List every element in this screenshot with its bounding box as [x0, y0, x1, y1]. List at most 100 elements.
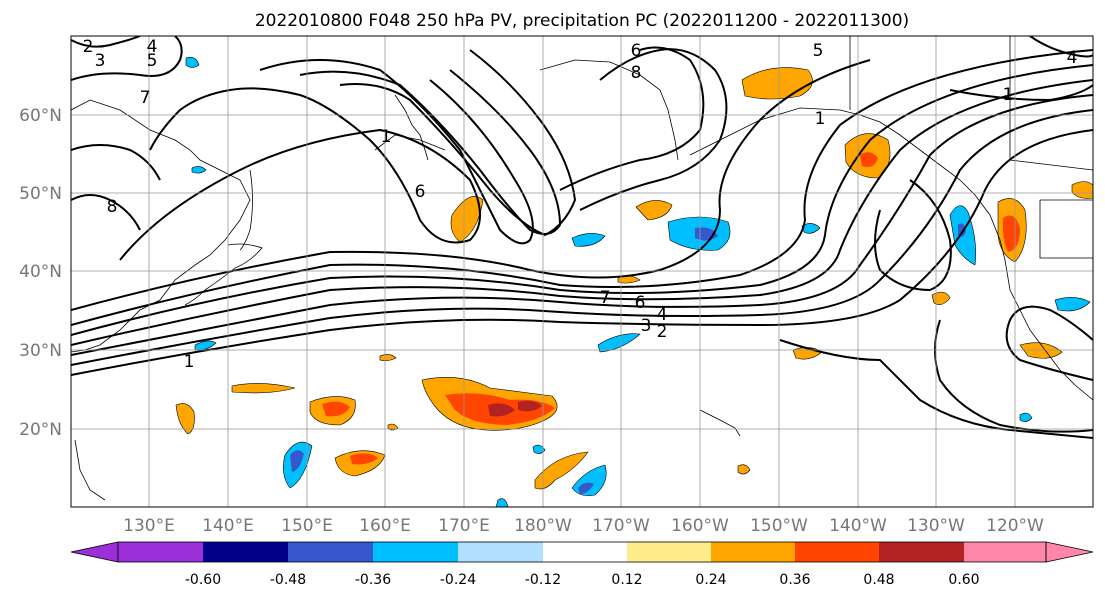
- lat-label: 50°N: [19, 184, 62, 204]
- lat-label: 20°N: [19, 420, 62, 440]
- lat-label: 60°N: [19, 106, 62, 126]
- precip-positive-area: [931, 291, 951, 305]
- lat-labels: 60°N 50°N 40°N 30°N 20°N: [19, 106, 62, 440]
- colorbar-tick: 0.48: [863, 572, 894, 588]
- colorbar-tick: 0.24: [695, 572, 726, 588]
- lon-label: 130°E: [123, 516, 175, 536]
- colorbar-tick: -0.60: [185, 572, 221, 588]
- lon-label: 150°W: [750, 516, 808, 536]
- map-background: [71, 36, 1093, 507]
- map-frame: [70, 35, 1094, 508]
- lon-label: 150°E: [281, 516, 333, 536]
- contour-label: 8: [631, 63, 642, 83]
- colorbar-tick: -0.12: [525, 572, 561, 588]
- precip-positive-core: [1002, 215, 1020, 252]
- colorbar-segment: [203, 542, 288, 562]
- contour-label: 7: [140, 88, 151, 108]
- colorbar-ticks: -0.60 -0.48 -0.36 -0.24 -0.12 0.12 0.24 …: [185, 572, 980, 588]
- precip-positive-area: [635, 200, 673, 221]
- precip-positive-area: [231, 383, 296, 394]
- lon-labels: 130°E 140°E 150°E 160°E 170°E 180°W 170°…: [123, 516, 1044, 536]
- precip-negative-core: [290, 450, 304, 472]
- precip-negative-area: [1054, 297, 1091, 312]
- contour-label: 5: [147, 51, 158, 71]
- colorbar-extend-low: [70, 541, 119, 563]
- precip-negative-core: [958, 223, 966, 237]
- precip-positive-area: [1019, 342, 1063, 359]
- colorbar-segment: [458, 542, 543, 562]
- lon-label: 160°E: [359, 516, 411, 536]
- lat-label: 40°N: [19, 262, 62, 282]
- contour-label: 6: [631, 41, 642, 61]
- precip-negative-area: [495, 498, 509, 507]
- precip-positive-area: [175, 403, 195, 435]
- colorbar-segment: [964, 542, 1046, 562]
- contour-label: 2: [657, 322, 668, 342]
- contour-label: 1: [1003, 85, 1014, 105]
- precip-negative-area: [191, 166, 207, 174]
- colorbar-segment: [795, 542, 879, 562]
- map-panel: 2 3 4 5 6 7 8 1 7 6 4 3 2 1 6 8 5 1 4 1: [70, 35, 1094, 508]
- contour-label: 6: [415, 182, 426, 202]
- precip-positive-core: [860, 152, 878, 167]
- colorbar-segment: [373, 542, 458, 562]
- precip-positive-area: [741, 67, 813, 100]
- precip-negative-area: [185, 57, 200, 68]
- precip-negative-area: [1019, 412, 1033, 422]
- lon-label: 140°E: [202, 516, 254, 536]
- contour-label: 1: [815, 109, 826, 129]
- colorbar-segment: [288, 542, 373, 562]
- contour-label: 3: [95, 51, 106, 71]
- lon-label: 180°W: [514, 516, 572, 536]
- colorbar-extend-high: [1045, 541, 1094, 563]
- contour-label: 4: [657, 305, 668, 325]
- precip-positive-area: [1071, 181, 1093, 199]
- precip-positive-core: [322, 401, 350, 417]
- contour-labels: 2 3 4 5 6 7 8 1 7 6 4 3 2 1 6 8 5 1 4 1: [83, 37, 1078, 372]
- precip-negative-area: [801, 223, 821, 234]
- gridlines: [71, 36, 1093, 507]
- precip-negative-core: [578, 482, 594, 494]
- colorbar-frame: [117, 541, 1047, 563]
- colorbar-tick: 0.60: [948, 572, 979, 588]
- colorbar-segment: [879, 542, 964, 562]
- precip-negative-area: [532, 444, 546, 454]
- precip-positive-area: [379, 354, 397, 361]
- lon-label: 130°W: [907, 516, 965, 536]
- precip-positive-core: [518, 400, 542, 412]
- contour-label: 1: [381, 127, 392, 147]
- precip-positive-area: [450, 196, 484, 243]
- colorbar-tick: -0.24: [440, 572, 476, 588]
- precip-positive-area: [737, 464, 751, 475]
- contour-label: 1: [184, 352, 195, 372]
- contour-label: 4: [147, 37, 158, 57]
- colorbar-segment: [118, 542, 203, 562]
- contour-label: 8: [107, 197, 118, 217]
- colorbar: -0.60 -0.48 -0.36 -0.24 -0.12 0.12 0.24 …: [70, 541, 1094, 588]
- colorbar-tick: -0.36: [355, 572, 391, 588]
- lon-label: 120°W: [986, 516, 1044, 536]
- colorbar-segment: [627, 542, 711, 562]
- title: 2022010800 F048 250 hPa PV, precipitatio…: [255, 11, 909, 31]
- precip-negative-area: [571, 233, 606, 247]
- contour-label: 2: [83, 37, 94, 57]
- lon-label: 170°W: [592, 516, 650, 536]
- colorbar-tick: -0.48: [270, 572, 306, 588]
- lat-label: 30°N: [19, 341, 62, 361]
- precip-positive-core: [488, 403, 515, 417]
- precip-negative-area: [597, 333, 641, 353]
- contour-label: 3: [641, 316, 652, 336]
- contour-label: 4: [1067, 48, 1078, 68]
- contour-label: 6: [635, 293, 646, 313]
- colorbar-tick: 0.12: [611, 572, 642, 588]
- colorbar-segment: [543, 542, 627, 562]
- contour-label: 5: [813, 41, 824, 61]
- contour-label: 7: [600, 288, 611, 308]
- precip-positive-core: [350, 453, 378, 465]
- lon-label: 140°W: [829, 516, 887, 536]
- colorbar-segment: [711, 542, 795, 562]
- lon-label: 160°W: [671, 516, 729, 536]
- colorbar-tick: 0.36: [779, 572, 810, 588]
- lon-label: 170°E: [438, 516, 490, 536]
